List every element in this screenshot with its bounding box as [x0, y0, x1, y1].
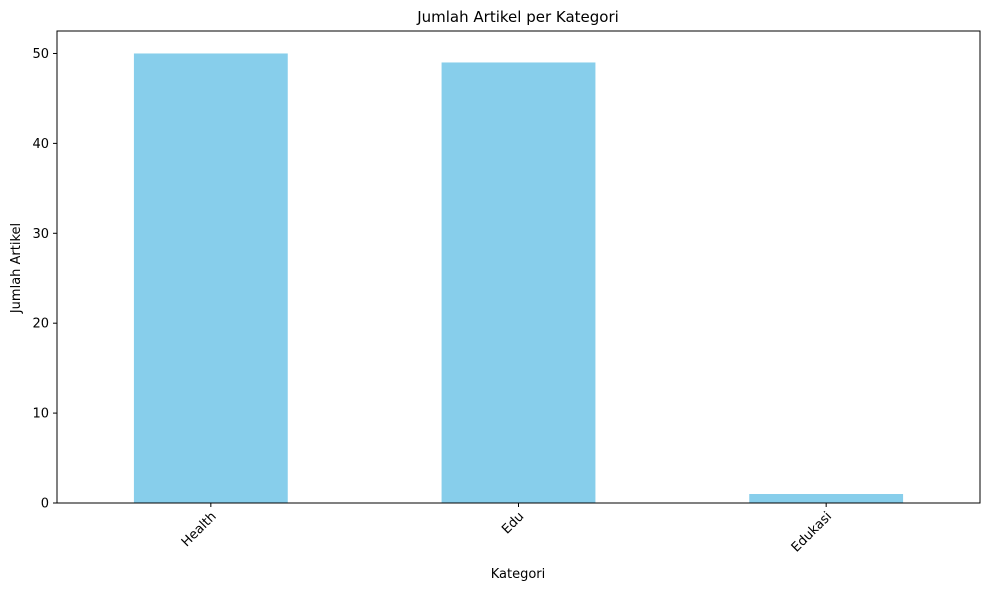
x-axis: Health Edu Edukasi [179, 503, 835, 555]
chart-title: Jumlah Artikel per Kategori [416, 8, 619, 26]
x-tick-label: Edukasi [789, 509, 835, 555]
y-tick-label: 50 [32, 47, 49, 62]
bar-edu [441, 62, 596, 503]
x-tick-label: Edu [499, 509, 527, 537]
x-tick-label: Health [179, 509, 220, 550]
y-tick-label: 0 [41, 497, 49, 512]
y-axis-label: Jumlah Artikel [9, 223, 24, 314]
x-axis-label: Kategori [491, 567, 546, 582]
bars-layer [133, 53, 904, 503]
bar-health [133, 53, 288, 503]
y-tick-label: 10 [32, 407, 49, 422]
y-tick-label: 30 [32, 227, 49, 242]
y-axis: 0 10 20 30 40 50 [32, 47, 57, 512]
bar-edukasi [749, 494, 904, 503]
y-tick-label: 40 [32, 137, 49, 152]
y-tick-label: 20 [32, 317, 49, 332]
